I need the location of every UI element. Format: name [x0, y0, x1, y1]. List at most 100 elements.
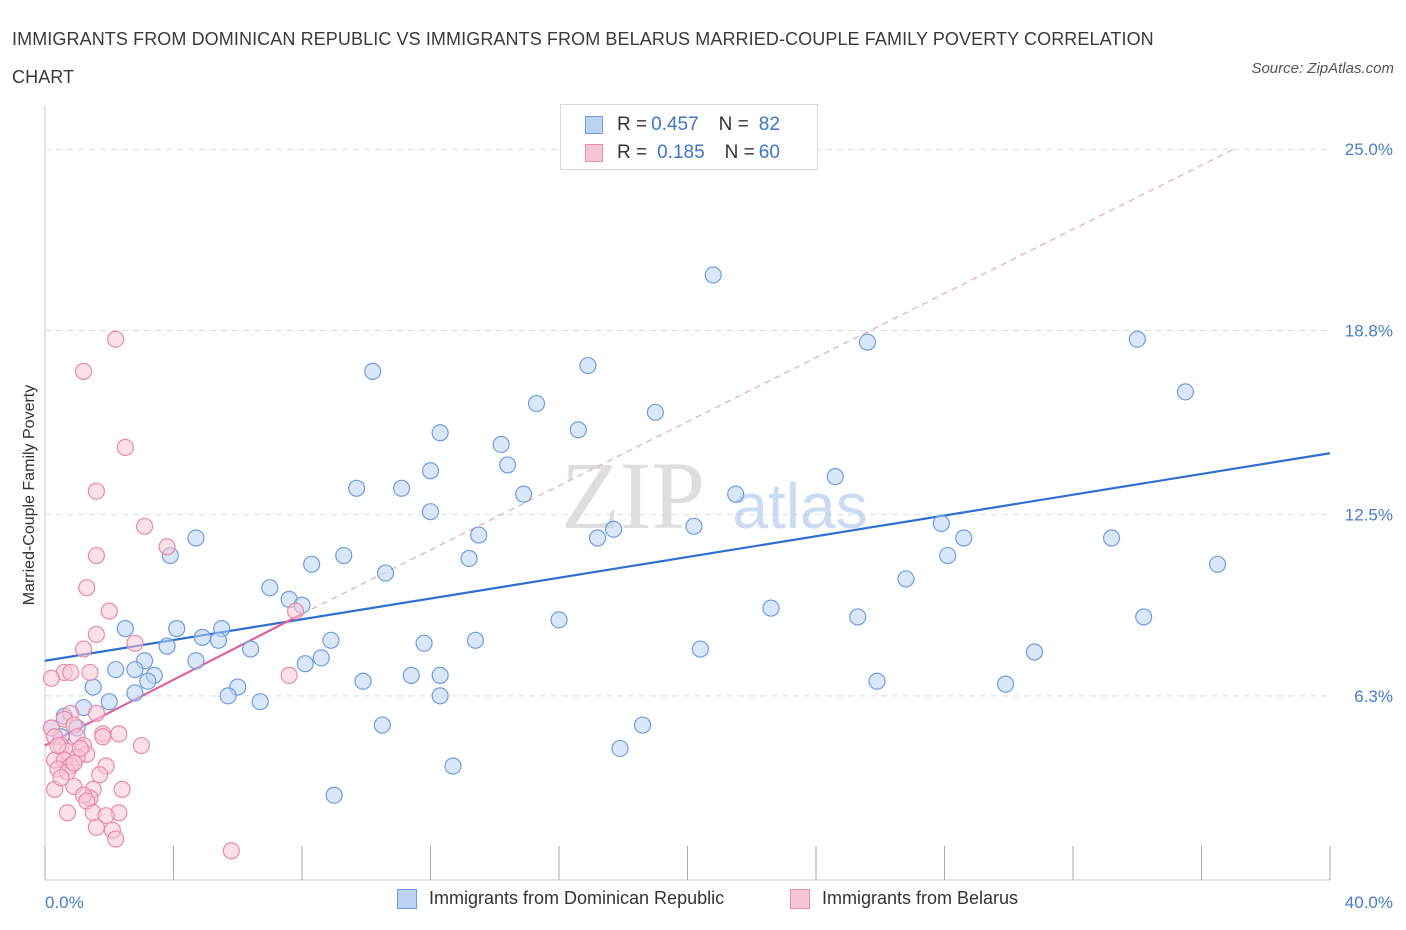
- data-point-dominican: [325, 786, 343, 804]
- data-point-dominican: [527, 394, 546, 413]
- data-point-belarus: [97, 807, 115, 825]
- data-point-belarus: [222, 842, 240, 860]
- data-point-dominican: [242, 640, 260, 658]
- legend-swatch-blue: [585, 116, 603, 134]
- data-point-dominican: [100, 693, 118, 711]
- data-point-dominican: [515, 485, 533, 503]
- data-point-dominican: [376, 564, 395, 582]
- chart-title: IMMIGRANTS FROM DOMINICAN REPUBLIC VS IM…: [12, 29, 1154, 87]
- data-point-belarus: [107, 330, 125, 348]
- data-point-belarus: [116, 438, 134, 456]
- data-point-dominican: [611, 739, 629, 758]
- watermark-atlas: atlas: [732, 470, 867, 542]
- data-point-dominican: [499, 456, 517, 474]
- data-point-dominican: [727, 485, 745, 503]
- data-point-dominican: [312, 649, 330, 667]
- data-point-belarus: [113, 780, 131, 798]
- y-tick-label: 25.0%: [1345, 140, 1393, 159]
- x-tick-label: 40.0%: [1345, 893, 1393, 912]
- data-point-dominican: [107, 660, 125, 679]
- data-point-dominican: [251, 693, 269, 711]
- data-point-dominican: [415, 634, 433, 652]
- data-point-belarus: [49, 736, 67, 755]
- data-point-dominican: [685, 517, 703, 535]
- data-point-dominican: [466, 631, 485, 649]
- data-point-dominican: [431, 687, 449, 705]
- data-point-dominican: [296, 655, 314, 673]
- x-tick-label: 0.0%: [45, 893, 84, 912]
- data-point-dominican: [955, 529, 973, 547]
- legend-n-value: 82: [758, 114, 780, 135]
- data-point-dominican: [704, 266, 722, 284]
- data-point-dominican: [492, 435, 510, 454]
- data-point-dominican: [261, 579, 279, 597]
- data-point-dominican: [187, 652, 205, 670]
- data-point-belarus: [74, 362, 93, 380]
- data-point-dominican: [421, 462, 440, 480]
- stats-legend: R = 0.457 N = 82 R = 0.185 N = 60: [560, 104, 818, 170]
- data-point-dominican: [209, 631, 228, 649]
- data-point-dominican: [168, 620, 186, 638]
- data-point-dominican: [126, 660, 144, 679]
- data-point-dominican: [158, 637, 176, 655]
- data-point-belarus: [87, 482, 106, 500]
- data-point-dominican: [421, 503, 440, 521]
- legend-r-label: R =: [617, 142, 648, 163]
- legend-r-value: 0.185: [657, 142, 705, 163]
- data-point-dominican: [139, 672, 157, 690]
- data-point-belarus: [52, 769, 70, 787]
- data-point-dominican: [1208, 555, 1227, 573]
- tick-labels: 6.3% 12.5% 18.8% 25.0% 0.0% 40.0%: [45, 140, 1393, 912]
- y-tick-label: 6.3%: [1354, 687, 1393, 706]
- data-point-dominican: [364, 362, 382, 380]
- data-point-dominican: [569, 421, 587, 439]
- legend-n-label: N =: [724, 142, 755, 163]
- data-point-dominican: [762, 599, 780, 617]
- data-point-dominican: [1135, 608, 1153, 626]
- data-point-dominican: [897, 570, 915, 588]
- data-point-belarus: [65, 754, 83, 772]
- legend-r-value: 0.457: [651, 114, 699, 135]
- data-point-belarus: [87, 625, 106, 644]
- legend-label-belarus: Immigrants from Belarus: [822, 888, 1019, 908]
- legend-n-value: 60: [758, 142, 780, 163]
- data-point-dominican: [588, 529, 607, 547]
- data-point-belarus: [91, 766, 109, 784]
- source-credit: Source: ZipAtlas.com: [1251, 60, 1394, 77]
- data-point-dominican: [348, 479, 366, 497]
- data-point-belarus: [135, 517, 154, 535]
- data-point-dominican: [219, 687, 237, 705]
- data-point-dominican: [605, 520, 623, 538]
- legend-item-dominican[interactable]: Immigrants from Dominican Republic: [397, 888, 724, 909]
- data-point-belarus: [280, 666, 298, 684]
- data-point-dominican: [402, 666, 420, 684]
- data-point-belarus: [286, 602, 305, 620]
- data-point-belarus: [71, 739, 89, 758]
- trend-line-dominican: [44, 452, 1331, 662]
- data-point-dominican: [1128, 330, 1146, 348]
- data-point-belarus: [158, 538, 176, 556]
- data-point-dominican: [392, 479, 411, 497]
- data-point-dominican: [354, 672, 372, 690]
- data-point-dominican: [373, 716, 391, 734]
- data-point-belarus: [74, 640, 93, 658]
- data-point-dominican: [550, 611, 568, 629]
- legend-swatch-blue: [397, 888, 417, 909]
- data-point-dominican: [868, 672, 886, 690]
- data-point-dominican: [460, 549, 478, 568]
- data-point-dominican: [116, 620, 134, 638]
- data-point-dominican: [431, 666, 449, 684]
- legend-swatch-pink: [585, 144, 603, 162]
- data-point-dominican: [303, 555, 321, 573]
- legend-row-belarus: R = 0.185 N = 60: [585, 139, 780, 167]
- data-point-dominican: [1176, 383, 1195, 401]
- data-point-dominican: [431, 424, 449, 442]
- data-point-belarus: [107, 830, 125, 848]
- data-point-belarus: [132, 736, 150, 755]
- data-point-dominican: [858, 333, 877, 351]
- legend-item-belarus[interactable]: Immigrants from Belarus: [790, 888, 1018, 909]
- data-point-dominican: [691, 640, 709, 658]
- data-point-belarus: [110, 725, 128, 743]
- y-tick-label: 12.5%: [1345, 506, 1393, 525]
